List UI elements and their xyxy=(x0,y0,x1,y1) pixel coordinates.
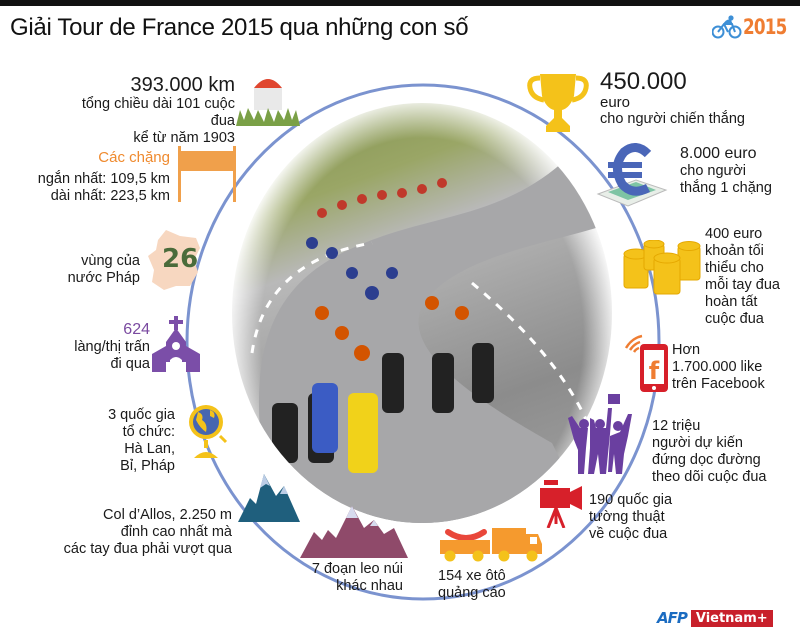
min-prize-line3: thiểu cho xyxy=(705,260,764,276)
min-prize-line2: khoản tối xyxy=(705,243,764,259)
broadcast-line1: 190 quốc gia xyxy=(589,492,673,508)
hosts-line1: 3 quốc gia xyxy=(108,407,175,423)
cyclist-icon xyxy=(712,15,742,39)
fact-stage-prize: 8.000 euro cho người thắng 1 chặng xyxy=(680,145,795,197)
stage-prize-line3: thắng 1 chặng xyxy=(680,180,772,196)
globe-icon xyxy=(189,405,228,458)
crowd-icon xyxy=(568,394,632,474)
min-prize-line5: hoàn tất xyxy=(705,294,758,310)
spectators-line4: theo dõi cuộc đua xyxy=(652,469,767,485)
source-credit: AFP Vietnam+ xyxy=(657,609,773,627)
peak-line3: các tay đua phải vượt qua xyxy=(63,541,232,557)
facebook-line3: trên Facebook xyxy=(672,376,765,392)
tdf-2015-logo: 2015 xyxy=(712,15,797,39)
winner-prize-line: cho người chiến thắng xyxy=(600,111,745,127)
stages-title: Các chặng xyxy=(98,149,170,166)
caravan-line2: quảng cáo xyxy=(438,585,506,601)
regions-line2: nước Pháp xyxy=(67,270,140,286)
min-prize-line6: cuộc đua xyxy=(705,311,764,327)
fact-caravan: 154 xe ôtô quảng cáo xyxy=(438,568,548,602)
winner-prize-unit: euro xyxy=(600,94,631,111)
truck-icon xyxy=(440,528,542,562)
stage-prize-line2: cho người xyxy=(680,163,746,179)
fact-winner-prize: 450.000 euro cho người chiến thắng xyxy=(600,70,800,128)
fact-hosts: 3 quốc gia tổ chức: Hà Lan, Bỉ, Pháp xyxy=(60,407,175,475)
stage-prize-line1: 8.000 euro xyxy=(680,145,757,162)
hosts-line3: Hà Lan, xyxy=(124,441,175,457)
towns-line1: làng/thị trấn xyxy=(74,339,150,355)
coins-icon xyxy=(623,240,701,295)
euro-icon xyxy=(596,143,668,207)
min-prize-line1: 400 euro xyxy=(705,226,763,242)
fact-min-prize: 400 euro khoản tối thiểu cho mỗi tay đua… xyxy=(705,226,800,328)
total-distance-line1: tổng chiều dài 101 cuộc đua xyxy=(81,96,235,129)
towns-number: 624 xyxy=(123,321,150,338)
fact-highest-peak: Col d’Allos, 2.250 m đỉnh cao nhất mà cá… xyxy=(40,507,232,558)
spectators-line3: đứng dọc đường xyxy=(652,452,761,468)
climbs-line2: khác nhau xyxy=(336,578,403,594)
fact-regions: vùng của nước Pháp xyxy=(40,253,140,287)
min-prize-line4: mỗi tay đua xyxy=(705,277,780,293)
broadcast-line2: tường thuật xyxy=(589,509,665,525)
svg-text:f: f xyxy=(649,357,660,385)
regions-line1: vùng của xyxy=(81,253,140,269)
hosts-line4: Bỉ, Pháp xyxy=(120,458,175,474)
fact-spectators: 12 triệu người dự kiến đứng dọc đường th… xyxy=(652,418,792,486)
climbs-line1: 7 đoạn leo núi xyxy=(311,561,403,577)
spectators-line2: người dự kiến xyxy=(652,435,743,451)
hosts-line2: tổ chức: xyxy=(122,424,175,440)
mountains-icon xyxy=(300,506,408,558)
video-camera-icon xyxy=(540,480,582,528)
logo-year: 2015 xyxy=(743,15,787,39)
vietnamplus-logo: Vietnam+ xyxy=(690,609,773,627)
towns-line2: đi qua xyxy=(110,356,150,372)
stages-shortest: ngắn nhất: 109,5 km xyxy=(37,171,170,187)
peloton-photo xyxy=(232,103,612,523)
france-map-icon: 26 xyxy=(146,230,206,292)
church-icon xyxy=(152,316,200,372)
route-ring xyxy=(185,83,661,601)
top-bar xyxy=(0,0,800,6)
facebook-line2: 1.700.000 like xyxy=(672,359,763,375)
spectators-line1: 12 triệu xyxy=(652,418,701,434)
peak-line2: đỉnh cao nhất mà xyxy=(120,524,232,540)
fact-climbs: 7 đoạn leo núi khác nhau xyxy=(275,561,403,595)
facebook-line1: Hơn xyxy=(672,342,701,358)
fact-stages: Các chặng ngắn nhất: 109,5 km dài nhất: … xyxy=(20,149,170,205)
milestone-icon xyxy=(236,79,300,126)
winner-prize-value: 450.000 xyxy=(600,68,687,95)
fact-broadcast: 190 quốc gia tường thuật về cuộc đua xyxy=(589,492,699,543)
caravan-line1: 154 xe ôtô xyxy=(438,568,506,584)
afp-logo: AFP xyxy=(657,609,688,627)
fact-total-distance: 393.000 km tổng chiều dài 101 cuộc đua k… xyxy=(60,74,235,147)
regions-number: 26 xyxy=(162,244,199,274)
fact-facebook: Hơn 1.700.000 like trên Facebook xyxy=(672,342,797,393)
total-distance-line2: kể từ năm 1903 xyxy=(133,130,235,146)
total-distance-value: 393.000 km xyxy=(130,74,235,96)
peak-line1: Col d’Allos, 2.250 m xyxy=(103,507,232,523)
stages-longest: dài nhất: 223,5 km xyxy=(50,188,170,204)
finish-banner-icon xyxy=(178,146,236,202)
trophy-icon xyxy=(527,74,589,132)
mountain-icon xyxy=(238,474,300,522)
fact-towns: 624 làng/thị trấn đi qua xyxy=(30,320,150,373)
road-illustration xyxy=(250,163,612,523)
page-title: Giải Tour de France 2015 qua những con s… xyxy=(10,14,469,41)
broadcast-line3: về cuộc đua xyxy=(589,526,668,542)
facebook-phone-icon: f xyxy=(624,334,668,392)
